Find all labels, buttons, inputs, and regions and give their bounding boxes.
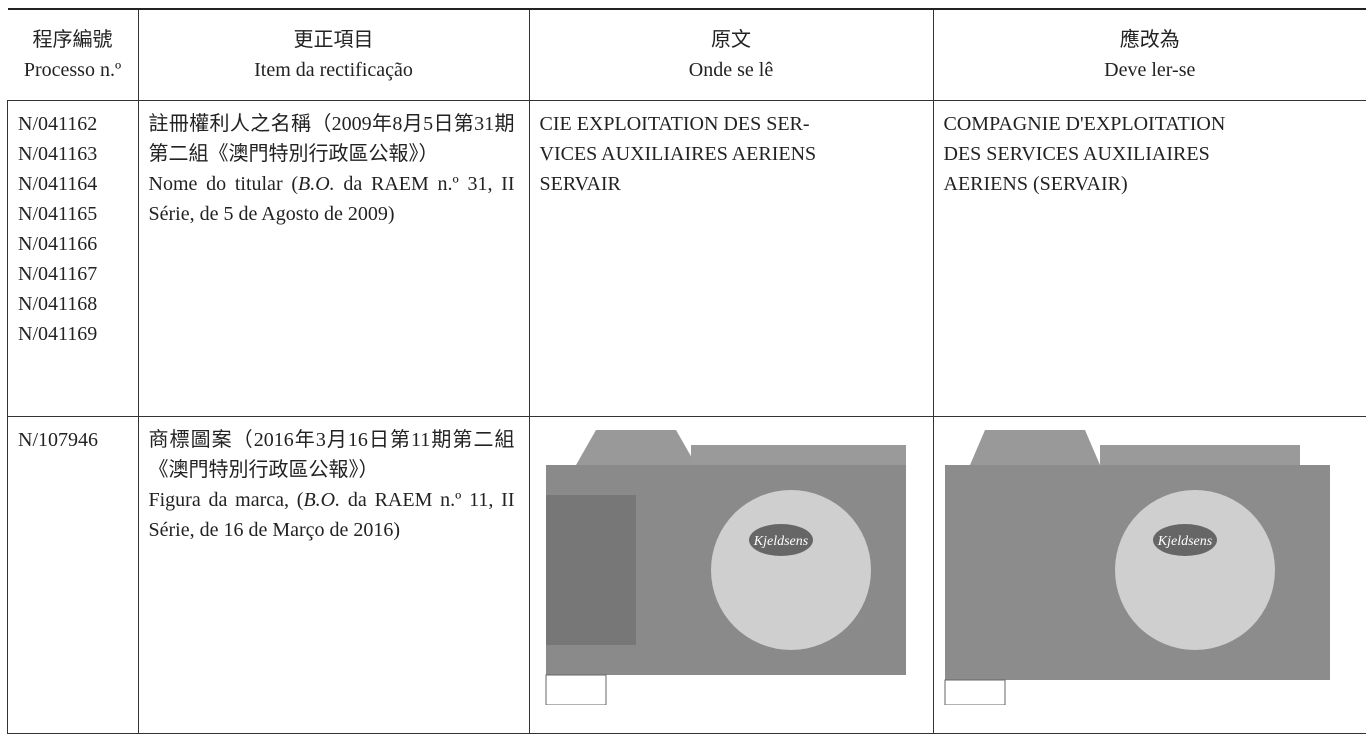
line: SERVAIR	[540, 169, 923, 199]
corrected-image-cell: Kjeldsens	[933, 417, 1366, 734]
header-pt: Onde se lê	[531, 55, 932, 85]
line: N/041168	[18, 289, 128, 319]
line: N/041166	[18, 229, 128, 259]
flap	[691, 445, 906, 465]
original-image-cell: Kjeldsens	[529, 417, 933, 734]
header-pt: Processo n.º	[9, 55, 137, 85]
flap	[1100, 445, 1300, 465]
box-artwork: Kjeldsens	[940, 425, 1330, 705]
tin-lid	[711, 490, 871, 650]
line: CIE EXPLOITATION DES SER-	[540, 109, 923, 139]
item-cell: 註冊權利人之名稱（2009年8月5日第31期第二組《澳門特別行政區公報》）Nom…	[138, 101, 529, 417]
line: N/041169	[18, 319, 128, 349]
header-zh: 程序編號	[9, 25, 137, 55]
header-pt: Item da rectificação	[140, 55, 528, 85]
item-cell: 商標圖案（2016年3月16日第11期第二組《澳門特別行政區公報》）Figura…	[138, 417, 529, 734]
line: VICES AUXILIAIRES AERIENS	[540, 139, 923, 169]
header-zh: 原文	[531, 25, 932, 55]
text: Figura da marca, (	[149, 489, 304, 511]
line: N/041167	[18, 259, 128, 289]
text: B.O.	[303, 489, 340, 511]
side-panel	[546, 495, 636, 645]
original-cell: CIE EXPLOITATION DES SER-VICES AUXILIAIR…	[529, 101, 933, 417]
brand: Kjeldsens	[1156, 534, 1212, 549]
item-zh: 註冊權利人之名稱（2009年8月5日第31期第二組《澳門特別行政區公報》）	[149, 109, 515, 169]
header-pt: Deve ler-se	[935, 55, 1366, 85]
flap	[576, 430, 696, 465]
item-pt: Figura da marca, (B.O. da RAEM n.º 11, I…	[149, 485, 515, 545]
line: N/107946	[18, 425, 128, 455]
text: B.O.	[298, 173, 335, 195]
item-pt: Nome do titular (B.O. da RAEM n.º 31, II…	[149, 169, 515, 229]
line: N/041162	[18, 109, 128, 139]
line: N/041164	[18, 169, 128, 199]
text: Nome do titular (	[149, 173, 299, 195]
header-zh: 應改為	[935, 25, 1366, 55]
line: N/041165	[18, 199, 128, 229]
flap	[546, 675, 606, 705]
brand: Kjeldsens	[752, 534, 808, 549]
item-zh: 商標圖案（2016年3月16日第11期第二組《澳門特別行政區公報》）	[149, 425, 515, 485]
process-cell: N/107946	[8, 417, 139, 734]
line: DES SERVICES AUXILIAIRES	[944, 139, 1357, 169]
tin-lid	[1115, 490, 1275, 650]
line: N/041163	[18, 139, 128, 169]
flap	[945, 680, 1005, 705]
line: COMPAGNIE D'EXPLOITATION	[944, 109, 1357, 139]
row: N/107946 商標圖案（2016年3月16日第11期第二組《澳門特別行政區公…	[8, 417, 1366, 734]
header-zh: 更正項目	[140, 25, 528, 55]
line: AERIENS (SERVAIR)	[944, 169, 1357, 199]
flap	[970, 430, 1100, 465]
box-artwork: Kjeldsens	[536, 425, 921, 705]
